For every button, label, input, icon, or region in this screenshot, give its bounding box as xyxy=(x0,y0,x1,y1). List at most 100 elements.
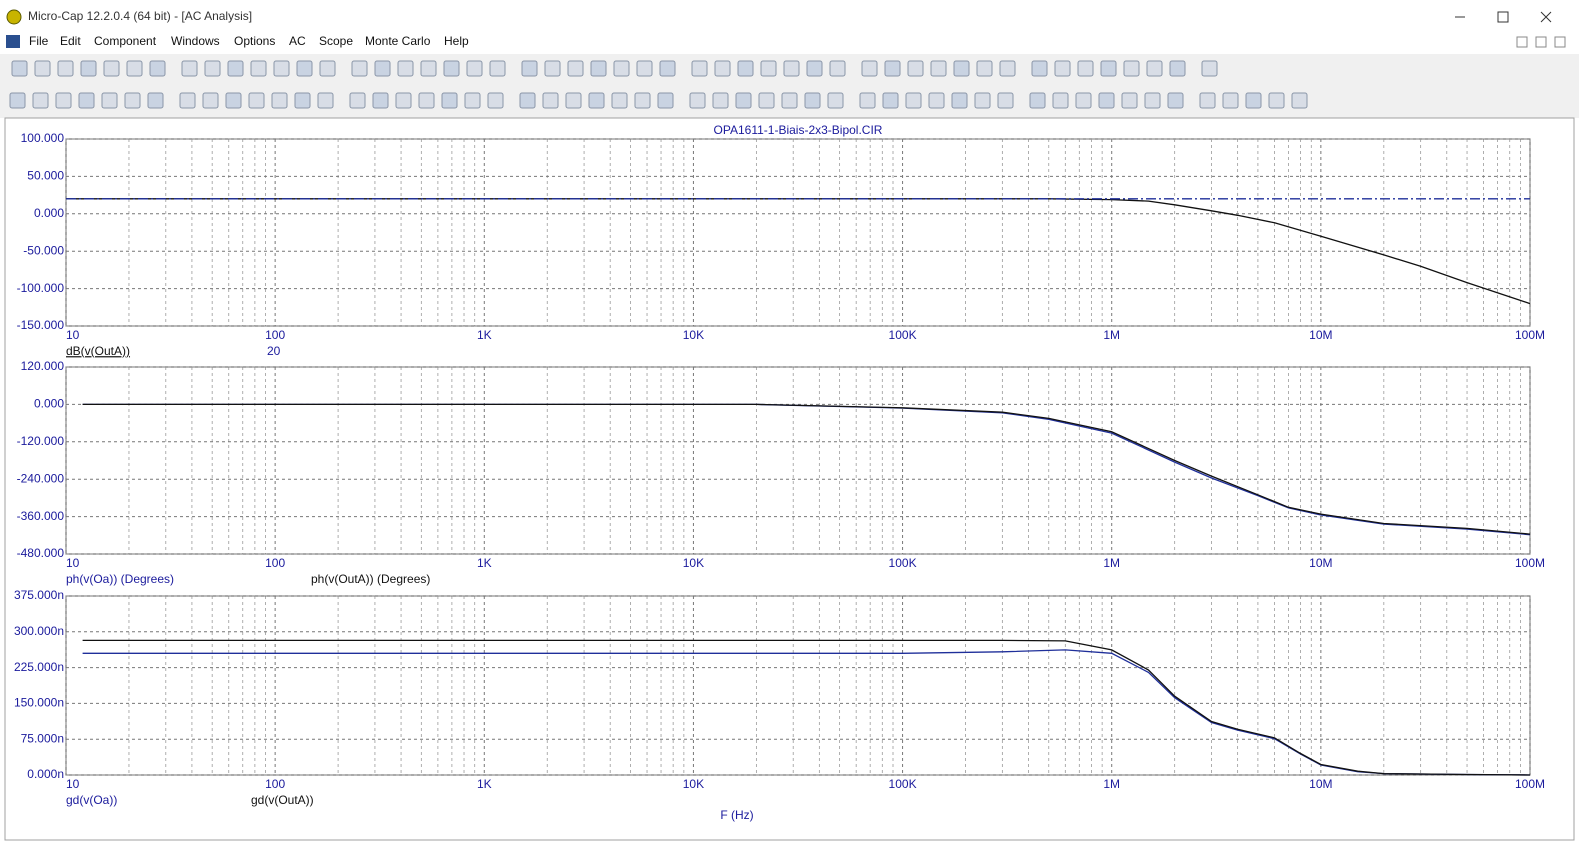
toolbar-button[interactable] xyxy=(372,92,389,109)
toolbar-button[interactable] xyxy=(103,60,120,77)
mdi-button[interactable] xyxy=(1535,36,1547,48)
toolbar-button[interactable] xyxy=(613,60,630,77)
toolbar-button[interactable] xyxy=(712,92,729,109)
toolbar-button[interactable] xyxy=(1169,60,1186,77)
toolbar-button[interactable] xyxy=(1144,92,1161,109)
toolbar-button[interactable] xyxy=(55,92,72,109)
toolbar-button[interactable] xyxy=(1201,60,1218,77)
toolbar-button[interactable] xyxy=(271,92,288,109)
toolbar-button[interactable] xyxy=(57,60,74,77)
toolbar-button[interactable] xyxy=(1121,92,1138,109)
toolbar-button[interactable] xyxy=(714,60,731,77)
toolbar-button[interactable] xyxy=(542,92,559,109)
toolbar-button[interactable] xyxy=(735,92,752,109)
toolbar-button[interactable] xyxy=(760,60,777,77)
toolbar-button[interactable] xyxy=(1199,92,1216,109)
toolbar-button[interactable] xyxy=(976,60,993,77)
toolbar-button[interactable] xyxy=(691,60,708,77)
toolbar-button[interactable] xyxy=(907,60,924,77)
toolbar-button[interactable] xyxy=(466,60,483,77)
toolbar-button[interactable] xyxy=(374,60,391,77)
toolbar-button[interactable] xyxy=(124,92,141,109)
toolbar-button[interactable] xyxy=(806,60,823,77)
menu-item[interactable]: Scope xyxy=(319,34,353,48)
toolbar-button[interactable] xyxy=(273,60,290,77)
toolbar-button[interactable] xyxy=(1291,92,1308,109)
toolbar-button[interactable] xyxy=(1123,60,1140,77)
toolbar-button[interactable] xyxy=(521,60,538,77)
toolbar-button[interactable] xyxy=(657,92,674,109)
toolbar-button[interactable] xyxy=(758,92,775,109)
toolbar-button[interactable] xyxy=(1077,60,1094,77)
toolbar-button[interactable] xyxy=(34,60,51,77)
toolbar-button[interactable] xyxy=(636,60,653,77)
toolbar-button[interactable] xyxy=(349,92,366,109)
toolbar-button[interactable] xyxy=(395,92,412,109)
toolbar-button[interactable] xyxy=(1052,92,1069,109)
toolbar-button[interactable] xyxy=(1029,92,1046,109)
toolbar-button[interactable] xyxy=(1245,92,1262,109)
toolbar-button[interactable] xyxy=(101,92,118,109)
toolbar-button[interactable] xyxy=(126,60,143,77)
toolbar-button[interactable] xyxy=(351,60,368,77)
toolbar-button[interactable] xyxy=(951,92,968,109)
toolbar-button[interactable] xyxy=(804,92,821,109)
toolbar-button[interactable] xyxy=(80,60,97,77)
toolbar-button[interactable] xyxy=(441,92,458,109)
toolbar-button[interactable] xyxy=(827,92,844,109)
mdi-button[interactable] xyxy=(1554,36,1566,48)
toolbar-button[interactable] xyxy=(884,60,901,77)
toolbar-button[interactable] xyxy=(248,92,265,109)
toolbar-button[interactable] xyxy=(905,92,922,109)
toolbar-button[interactable] xyxy=(487,92,504,109)
menu-item[interactable]: Help xyxy=(444,34,469,48)
toolbar-button[interactable] xyxy=(634,92,651,109)
toolbar-button[interactable] xyxy=(882,92,899,109)
toolbar-button[interactable] xyxy=(1167,92,1184,109)
toolbar-button[interactable] xyxy=(1098,92,1115,109)
toolbar-button[interactable] xyxy=(781,92,798,109)
menu-item[interactable]: Edit xyxy=(60,34,81,48)
close-button[interactable] xyxy=(1540,11,1552,23)
toolbar-button[interactable] xyxy=(179,92,196,109)
toolbar-button[interactable] xyxy=(202,92,219,109)
toolbar-button[interactable] xyxy=(928,92,945,109)
toolbar-button[interactable] xyxy=(489,60,506,77)
toolbar-button[interactable] xyxy=(1054,60,1071,77)
toolbar-button[interactable] xyxy=(567,60,584,77)
toolbar-button[interactable] xyxy=(1146,60,1163,77)
toolbar-button[interactable] xyxy=(590,60,607,77)
toolbar-button[interactable] xyxy=(737,60,754,77)
toolbar-button[interactable] xyxy=(930,60,947,77)
mdi-button[interactable] xyxy=(1516,36,1528,48)
toolbar-button[interactable] xyxy=(225,92,242,109)
menu-item[interactable]: Options xyxy=(234,34,275,48)
toolbar-button[interactable] xyxy=(149,60,166,77)
toolbar-button[interactable] xyxy=(147,92,164,109)
toolbar-button[interactable] xyxy=(974,92,991,109)
toolbar-button[interactable] xyxy=(611,92,628,109)
toolbar-button[interactable] xyxy=(588,92,605,109)
toolbar-button[interactable] xyxy=(953,60,970,77)
toolbar-button[interactable] xyxy=(999,60,1016,77)
toolbar-button[interactable] xyxy=(78,92,95,109)
toolbar-button[interactable] xyxy=(11,60,28,77)
toolbar-button[interactable] xyxy=(296,60,313,77)
menu-item[interactable]: AC xyxy=(289,34,306,48)
toolbar-button[interactable] xyxy=(181,60,198,77)
toolbar-button[interactable] xyxy=(397,60,414,77)
toolbar-button[interactable] xyxy=(1031,60,1048,77)
toolbar-button[interactable] xyxy=(317,92,334,109)
menu-item[interactable]: Windows xyxy=(171,34,220,48)
toolbar-button[interactable] xyxy=(294,92,311,109)
toolbar-button[interactable] xyxy=(319,60,336,77)
toolbar-button[interactable] xyxy=(689,92,706,109)
toolbar-button[interactable] xyxy=(250,60,267,77)
menu-item[interactable]: Monte Carlo xyxy=(365,34,431,48)
toolbar-button[interactable] xyxy=(829,60,846,77)
toolbar-button[interactable] xyxy=(32,92,49,109)
toolbar-button[interactable] xyxy=(1222,92,1239,109)
toolbar-button[interactable] xyxy=(9,92,26,109)
maximize-button[interactable] xyxy=(1497,11,1509,23)
toolbar-button[interactable] xyxy=(783,60,800,77)
